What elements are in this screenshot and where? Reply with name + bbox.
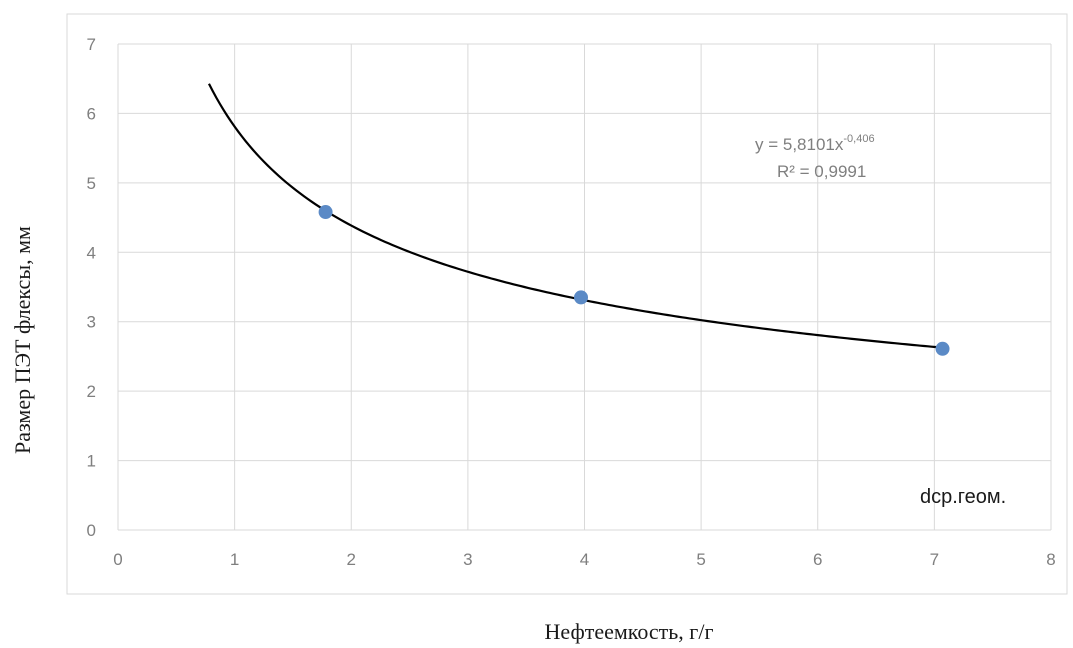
series-label: dcp.геом. [920, 486, 1006, 508]
y-tick-label: 5 [87, 174, 96, 193]
y-tick-label: 2 [87, 382, 96, 401]
trendline-equation: y = 5,8101x-0,406 [755, 133, 875, 154]
x-tick-label: 7 [930, 550, 939, 569]
chart-area-border [66, 13, 1068, 595]
data-point [318, 205, 333, 220]
y-tick-label: 6 [87, 104, 96, 123]
y-tick-labels: 0 1 2 3 4 5 6 7 [87, 35, 96, 540]
x-tick-label: 0 [113, 550, 122, 569]
y-tick-label: 0 [87, 521, 96, 540]
y-tick-label: 1 [87, 452, 96, 471]
y-axis-title: Размер ПЭТ флексы, мм [10, 226, 35, 454]
data-point [574, 290, 589, 305]
data-point [935, 341, 950, 356]
x-tick-label: 2 [347, 550, 356, 569]
data-points [318, 205, 950, 356]
x-tick-label: 6 [813, 550, 822, 569]
x-axis-title: Нефтеемкость, г/г [545, 619, 714, 644]
y-tick-label: 7 [87, 35, 96, 54]
x-tick-label: 5 [696, 550, 705, 569]
x-tick-label: 3 [463, 550, 472, 569]
gridlines [117, 43, 1052, 531]
y-tick-label: 4 [87, 243, 96, 262]
x-tick-labels: 0 1 2 3 4 5 6 7 8 [113, 550, 1055, 569]
r-squared-label: R² = 0,9991 [777, 162, 866, 181]
x-tick-label: 8 [1046, 550, 1055, 569]
y-tick-label: 3 [87, 313, 96, 332]
x-tick-label: 4 [580, 550, 589, 569]
x-tick-label: 1 [230, 550, 239, 569]
